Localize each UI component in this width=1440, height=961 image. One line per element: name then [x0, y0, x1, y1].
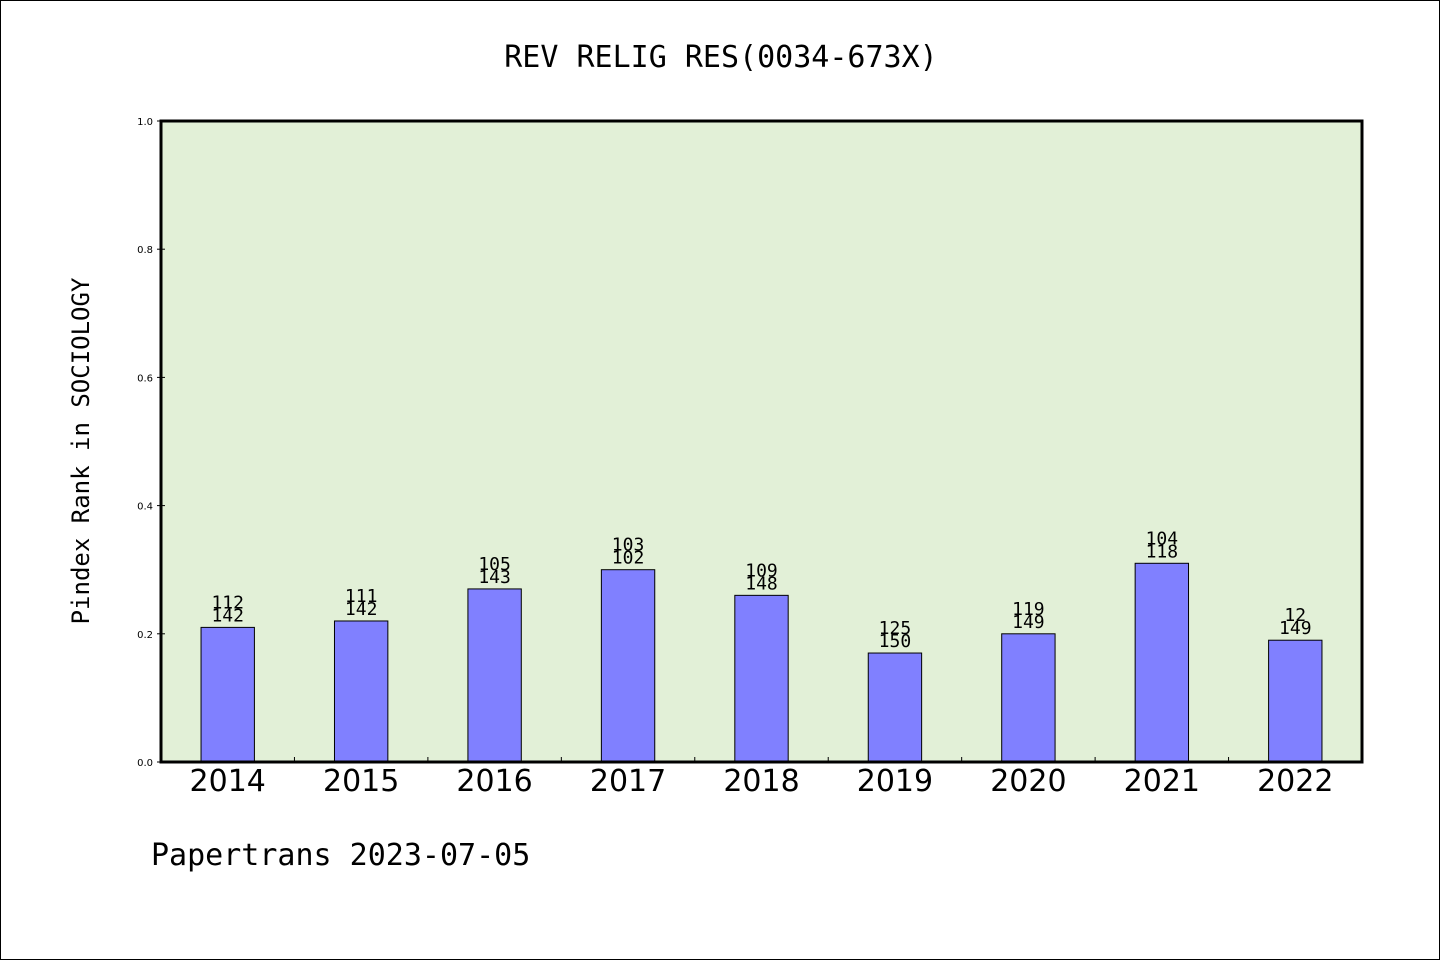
bar-rank-label-2022: 12	[1284, 605, 1306, 626]
y-tick-label: 0.2	[137, 630, 153, 641]
bar-rank-label-2016: 105	[478, 554, 511, 575]
bar-rank-label-2019: 125	[879, 618, 912, 639]
bar-2018	[734, 594, 789, 763]
plot-border	[159, 119, 1364, 764]
x-tick-label-2016: 2016	[456, 764, 532, 799]
bar-2022	[1268, 639, 1323, 763]
bar-2014	[200, 626, 255, 763]
footer-credit: Papertrans 2023-07-05	[151, 838, 530, 873]
y-tick-label: 1.0	[137, 117, 153, 128]
bar-rank-label-2021: 104	[1146, 528, 1179, 549]
x-tick-label-2017: 2017	[590, 764, 666, 799]
bar-2019	[867, 652, 923, 763]
x-tick-label-2019: 2019	[857, 764, 933, 799]
x-axis: 2014 2015 2016 2017 2018 2019 2020 2021 2022	[190, 757, 1333, 799]
x-tick-label-2014: 2014	[190, 764, 266, 799]
bars	[200, 562, 1323, 763]
bar-total-label-2016: 143	[478, 567, 511, 588]
chart-title: REV RELIG RES(0034-673X)	[504, 40, 937, 75]
bar-total-label-2017: 102	[612, 548, 645, 569]
y-tick-label: 0.0	[137, 758, 153, 769]
bar-2015	[333, 620, 389, 763]
x-tick-label-2021: 2021	[1124, 764, 1200, 799]
bar-rank-label-2020: 119	[1012, 599, 1045, 620]
x-tick-label-2015: 2015	[323, 764, 399, 799]
bar-total-label-2019: 150	[879, 631, 912, 652]
bar-total-label-2018: 148	[745, 573, 778, 594]
bar-rank-label-2017: 103	[612, 535, 645, 556]
y-tick-label: 0.4	[137, 502, 153, 513]
bar-total-label-2020: 149	[1012, 612, 1045, 633]
bar-rank-label-2015: 111	[345, 586, 378, 607]
x-tick-label-2020: 2020	[990, 764, 1066, 799]
bar-rank-label-2014: 112	[211, 592, 244, 613]
bar-total-label-2021: 118	[1146, 541, 1179, 562]
y-axis-label: Pindex Rank in SOCIOLOGY	[67, 277, 95, 624]
bar-total-label-2015: 142	[345, 599, 378, 620]
x-tick-label-2022: 2022	[1257, 764, 1333, 799]
bar-rank-label-2018: 109	[745, 560, 778, 581]
bar-total-label-2022: 149	[1279, 618, 1312, 639]
bar-2021	[1134, 562, 1190, 763]
bar-total-label-2014: 142	[211, 605, 244, 626]
x-tick-label-2018: 2018	[723, 764, 799, 799]
y-tick-label: 0.6	[137, 373, 153, 384]
bar-2017	[600, 569, 656, 763]
bar-2020	[1001, 633, 1056, 763]
y-tick-label: 0.8	[137, 245, 153, 256]
bar-labels: 1121421111421051431031021091481251501191…	[211, 528, 1311, 652]
bar-2016	[467, 588, 522, 763]
